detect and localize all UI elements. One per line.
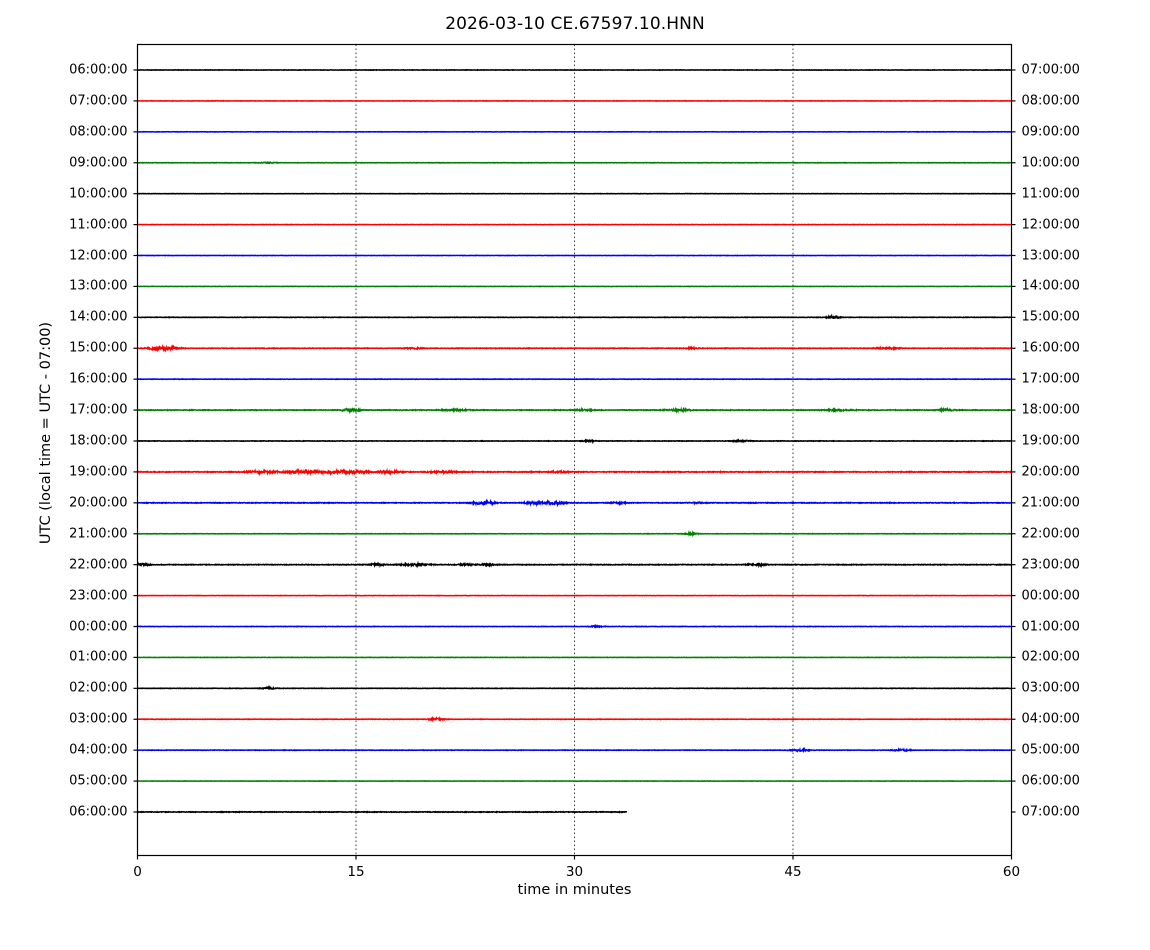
- y-tick-label-right: 13:00:00: [1021, 248, 1080, 263]
- y-tick-label-right: 11:00:00: [1021, 186, 1080, 202]
- trace-line: [137, 467, 1012, 477]
- axis-ticks: [133, 69, 1016, 860]
- x-tick-label: 0: [133, 863, 142, 880]
- y-tick-label-right: 10:00:00: [1021, 155, 1080, 171]
- y-tick-label-left: 02:00:00: [69, 680, 128, 696]
- trace-line: [137, 406, 1012, 415]
- y-tick-label-right: 05:00:00: [1021, 742, 1080, 758]
- y-tick-label-left: 12:00:00: [69, 248, 128, 263]
- trace-line: [137, 684, 1012, 691]
- y-tick-label-right: 20:00:00: [1021, 464, 1080, 480]
- trace-line: [136, 560, 1012, 569]
- grid-lines: [355, 44, 794, 856]
- y-tick-label-left: 01:00:00: [69, 649, 128, 665]
- y-tick-label-left: 22:00:00: [69, 557, 128, 573]
- x-tick-label: 60: [1002, 863, 1021, 880]
- y-tick-label-right: 04:00:00: [1021, 711, 1080, 727]
- trace-line: [137, 715, 1012, 723]
- y-tick-label-right: 07:00:00: [1021, 62, 1080, 78]
- y-tick-label-right: 19:00:00: [1021, 433, 1080, 449]
- trace-line: [137, 623, 1012, 629]
- x-tick-label: 30: [565, 863, 584, 880]
- y-tick-label-right: 14:00:00: [1021, 278, 1080, 294]
- y-tick-label-left: 07:00:00: [69, 93, 128, 109]
- seismic-traces: [136, 68, 1012, 814]
- y-tick-label-right: 08:00:00: [1021, 93, 1080, 109]
- y-tick-label-left: 18:00:00: [69, 433, 128, 449]
- trace-line: [137, 343, 1012, 353]
- y-tick-label-right: 06:00:00: [1021, 773, 1080, 789]
- y-tick-label-right: 09:00:00: [1021, 124, 1080, 140]
- y-tick-label-left: 05:00:00: [69, 773, 128, 789]
- y-tick-label-left: 13:00:00: [69, 278, 128, 294]
- y-tick-label-left: 15:00:00: [69, 340, 128, 356]
- y-tick-label-right: 17:00:00: [1021, 371, 1080, 387]
- page-title: 2026-03-10 CE.67597.10.HNN: [445, 14, 705, 34]
- y-tick-label-left: 21:00:00: [69, 526, 128, 542]
- y-tick-label-right: 18:00:00: [1021, 402, 1080, 418]
- y-tick-label-right: 15:00:00: [1021, 309, 1080, 325]
- y-tick-label-left: 09:00:00: [69, 155, 128, 171]
- x-tick-label: 15: [347, 863, 365, 880]
- trace-line: [137, 313, 1012, 320]
- y-tick-label-right: 01:00:00: [1021, 619, 1080, 634]
- y-tick-label-left: 06:00:00: [69, 804, 128, 820]
- y-tick-label-right: 07:00:00: [1021, 804, 1080, 820]
- y-tick-label-right: 02:00:00: [1021, 649, 1080, 665]
- y-tick-label-left: 06:00:00: [69, 62, 128, 78]
- trace-line: [137, 529, 1012, 538]
- y-tick-label-left: 00:00:00: [69, 619, 128, 634]
- y-tick-label-left: 19:00:00: [69, 464, 128, 480]
- y-tick-label-right: 00:00:00: [1021, 588, 1080, 604]
- y-tick-label-left: 03:00:00: [69, 711, 128, 727]
- y-tick-label-left: 17:00:00: [69, 402, 128, 418]
- x-tick-label: 45: [784, 863, 802, 880]
- y-tick-label-right: 03:00:00: [1021, 680, 1080, 696]
- y-tick-label-left: 16:00:00: [69, 371, 128, 387]
- trace-line: [137, 438, 1012, 445]
- y-tick-label-left: 23:00:00: [69, 588, 128, 604]
- y-tick-label-left: 20:00:00: [69, 495, 128, 511]
- y-tick-label-left: 11:00:00: [69, 217, 128, 233]
- trace-line: [137, 810, 628, 814]
- trace-line: [137, 160, 1012, 165]
- y-tick-label-right: 12:00:00: [1021, 217, 1080, 233]
- y-tick-label-right: 22:00:00: [1021, 526, 1080, 542]
- y-tick-label-right: 21:00:00: [1021, 495, 1080, 511]
- y-tick-label-left: 08:00:00: [69, 124, 128, 140]
- y-tick-label-left: 14:00:00: [69, 309, 128, 325]
- trace-line: [137, 746, 1012, 753]
- trace-line: [137, 498, 1012, 508]
- y-tick-label-left: 04:00:00: [69, 742, 128, 758]
- y-tick-label-right: 16:00:00: [1021, 340, 1080, 356]
- y-tick-label-right: 23:00:00: [1021, 557, 1080, 573]
- x-axis-label: time in minutes: [517, 882, 632, 898]
- y-tick-label-left: 10:00:00: [69, 186, 128, 202]
